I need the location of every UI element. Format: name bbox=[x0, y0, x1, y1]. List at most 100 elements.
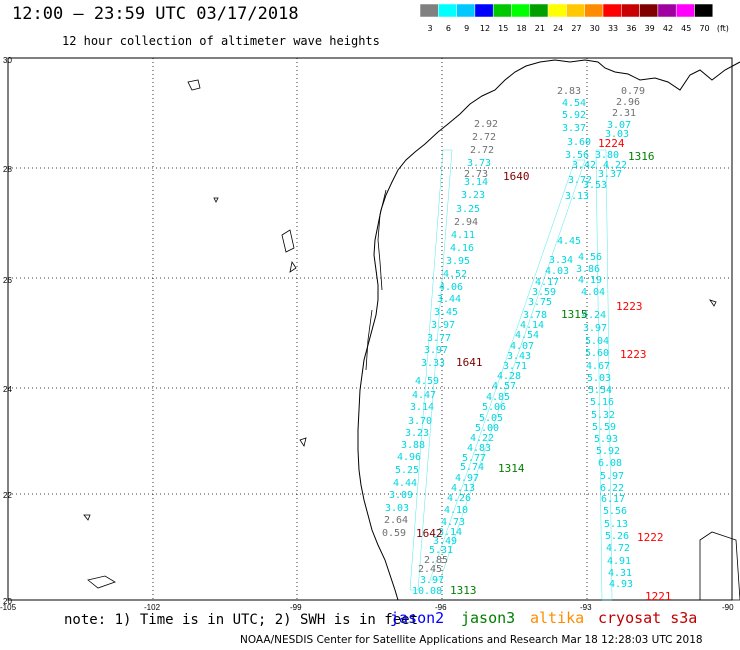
lat-label: 22 bbox=[3, 491, 12, 500]
lon-label: -105 bbox=[0, 603, 17, 612]
color-scale-label: 12 bbox=[480, 24, 490, 33]
color-scale-label: (ft) bbox=[717, 24, 729, 33]
wave-height-value: 5.54 bbox=[588, 385, 612, 396]
wave-height-value: 3.09 bbox=[389, 490, 413, 501]
color-scale-label: 42 bbox=[663, 24, 673, 33]
wave-height-value: 3.72 bbox=[568, 175, 592, 186]
wave-height-value: 5.60 bbox=[585, 348, 609, 359]
legend-jason2: jason2 bbox=[390, 609, 445, 627]
wave-height-value: 4.57 bbox=[492, 381, 516, 392]
pass-label: 1641 bbox=[456, 356, 483, 369]
lat-label: 28 bbox=[3, 165, 12, 174]
legend-cryosat-s3a: cryosat s3a bbox=[598, 609, 698, 627]
color-scale-label: 9 bbox=[464, 24, 469, 33]
wave-height-value: 3.59 bbox=[532, 287, 556, 298]
pass-label: 1221 bbox=[645, 590, 672, 603]
wave-height-value: 5.31 bbox=[429, 545, 453, 556]
wave-height-value: 3.33 bbox=[421, 358, 445, 369]
wave-height-value: 4.04 bbox=[581, 287, 605, 298]
wave-height-value: 5.77 bbox=[462, 453, 486, 464]
pass-label: 1640 bbox=[503, 170, 530, 183]
wave-height-value: 3.97 bbox=[431, 320, 455, 331]
wave-height-value: 5.92 bbox=[596, 446, 620, 457]
wave-height-value: 3.23 bbox=[461, 190, 485, 201]
wave-height-value: 3.80 bbox=[595, 150, 619, 161]
wave-height-value: 0.79 bbox=[621, 86, 645, 97]
color-scale-swatch bbox=[694, 4, 714, 18]
pass-label: 1642 bbox=[416, 527, 443, 540]
wave-height-value: 4.59 bbox=[415, 376, 439, 387]
wave-height-value: 3.45 bbox=[434, 307, 458, 318]
color-scale-label: 15 bbox=[498, 24, 508, 33]
wave-height-value: 2.94 bbox=[454, 217, 478, 228]
graticule bbox=[8, 58, 732, 600]
pass-labels: 1640 1224 1316 1315 1223 1223 1641 1314 … bbox=[416, 137, 672, 603]
wave-height-value: 4.54 bbox=[515, 330, 539, 341]
wave-height-value: 2.83 bbox=[557, 86, 581, 97]
wave-height-value: 4.83 bbox=[467, 443, 491, 454]
wave-height-value: 3.43 bbox=[507, 351, 531, 362]
wave-height-value: 3.56 bbox=[565, 150, 589, 161]
wave-height-value: 4.24 bbox=[582, 310, 606, 321]
wave-height-value: 2.72 bbox=[470, 145, 494, 156]
wave-height-value: 4.93 bbox=[609, 579, 633, 590]
wave-height-value: 3.13 bbox=[565, 191, 589, 202]
wave-height-observations: 2.83 0.79 4.54 2.96 5.92 2.31 3.37 3.07 3.60 3.03… bbox=[382, 86, 645, 597]
wave-height-value: 3.77 bbox=[427, 333, 451, 344]
wave-height-value: 4.13 bbox=[451, 483, 475, 494]
lon-label: -90 bbox=[722, 603, 734, 612]
lat-label: 26 bbox=[3, 276, 12, 285]
wave-height-value: 5.13 bbox=[604, 519, 628, 530]
pass-label: 1314 bbox=[498, 462, 525, 475]
wave-height-value: 4.56 bbox=[578, 252, 602, 263]
lat-label: 20 bbox=[3, 597, 12, 606]
color-scale-label: 21 bbox=[535, 24, 545, 33]
islands bbox=[83, 79, 740, 601]
color-scale-label: 27 bbox=[571, 24, 581, 33]
wave-height-value: 4.28 bbox=[497, 371, 521, 382]
color-scale-label: 33 bbox=[608, 24, 618, 33]
wave-height-value: 3.37 bbox=[562, 123, 586, 134]
wave-height-value: 4.54 bbox=[562, 98, 586, 109]
wave-height-value: 5.04 bbox=[585, 336, 609, 347]
wave-height-value: 2.92 bbox=[474, 119, 498, 130]
wave-height-value: 3.42 bbox=[572, 160, 596, 171]
lon-label: -99 bbox=[290, 603, 302, 612]
map-frame bbox=[7, 57, 733, 601]
wave-height-value: 4.26 bbox=[447, 493, 471, 504]
wave-height-value: 4.14 bbox=[520, 320, 544, 331]
wave-height-value: 3.71 bbox=[503, 361, 527, 372]
color-scale-bar: 3 6 9 12 15 18 21 24 27 30 33 36 39 42 45 70 (ft) bbox=[420, 4, 729, 33]
color-scale-label: 3 bbox=[428, 24, 433, 33]
wave-height-value: 3.23 bbox=[405, 428, 429, 439]
wave-height-value: 2.31 bbox=[612, 108, 636, 119]
wave-height-value: 3.25 bbox=[456, 204, 480, 215]
wave-height-value: 2.96 bbox=[616, 97, 640, 108]
color-scale-label: 45 bbox=[681, 24, 691, 33]
wave-height-value: 2.45 bbox=[418, 564, 442, 575]
wave-height-value: 4.45 bbox=[557, 236, 581, 247]
wave-height-value: 4.22 bbox=[603, 160, 627, 171]
wave-height-value: 3.44 bbox=[437, 294, 461, 305]
wave-height-value: 5.26 bbox=[605, 531, 629, 542]
pass-label: 1315 bbox=[561, 308, 588, 321]
wave-height-value: 4.73 bbox=[441, 517, 465, 528]
wave-height-value: 4.10 bbox=[444, 505, 468, 516]
wave-height-value: 5.05 bbox=[479, 413, 503, 424]
wave-height-value: 4.31 bbox=[608, 568, 632, 579]
wave-height-value: 3.97 bbox=[424, 345, 448, 356]
wave-height-value: 6.22 bbox=[600, 483, 624, 494]
lat-label: 24 bbox=[3, 385, 12, 394]
lat-label: 30 bbox=[3, 56, 12, 65]
wave-height-value: 3.97 bbox=[583, 323, 607, 334]
map-subtitle: 12 hour collection of altimeter wave hei… bbox=[62, 34, 380, 48]
color-scale-label: 39 bbox=[645, 24, 655, 33]
wave-height-value: 3.73 bbox=[467, 158, 491, 169]
wave-height-value: 3.14 bbox=[438, 527, 462, 538]
wave-height-value: 5.74 bbox=[460, 462, 484, 473]
wave-height-value: 0.59 bbox=[382, 528, 406, 539]
color-scale-label: 6 bbox=[446, 24, 451, 33]
pass-label: 1224 bbox=[598, 137, 625, 150]
wave-height-value: 4.97 bbox=[455, 473, 479, 484]
wave-height-value: 2.64 bbox=[384, 515, 408, 526]
